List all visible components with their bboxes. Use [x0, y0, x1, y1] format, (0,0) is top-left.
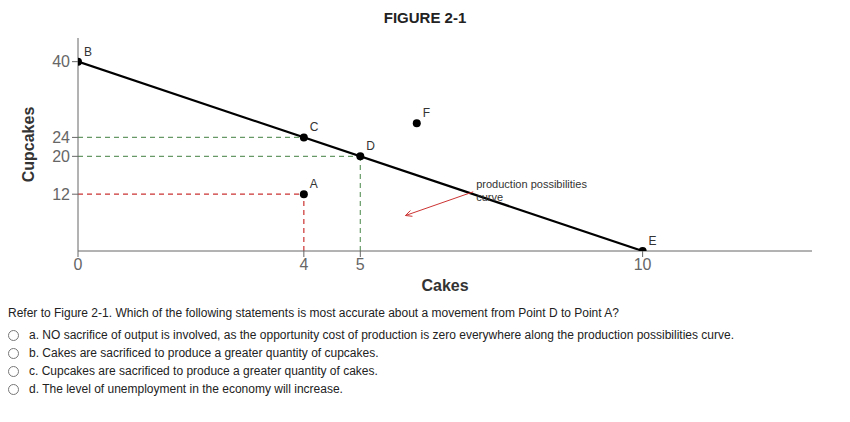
- svg-text:0: 0: [74, 256, 83, 273]
- svg-text:A: A: [310, 177, 318, 191]
- svg-text:40: 40: [52, 53, 70, 70]
- svg-text:C: C: [310, 120, 319, 134]
- svg-text:F: F: [423, 106, 430, 120]
- svg-text:E: E: [649, 234, 657, 248]
- svg-text:D: D: [366, 139, 375, 153]
- svg-text:10: 10: [634, 256, 652, 273]
- svg-text:B: B: [84, 45, 92, 59]
- svg-text:Cupcakes: Cupcakes: [20, 107, 37, 183]
- svg-text:24: 24: [52, 129, 70, 146]
- html-text:Refer to Figure 2-1. Which of: Refer to Figure 2-1. Which of the follow…: [8, 306, 619, 320]
- svg-text:20: 20: [52, 148, 70, 165]
- html-text:c. Cupcakes are sacrificed to: c. Cupcakes are sacrificed to produce a …: [29, 364, 378, 378]
- svg-text:12: 12: [52, 186, 70, 203]
- html-text:d. The level of unemployment i: d. The level of unemployment in the econ…: [29, 382, 343, 396]
- html-text:FIGURE 2-1: FIGURE 2-1: [383, 9, 467, 26]
- html-text:b. Cakes are sacrificed to pro: b. Cakes are sacrificed to produce a gre…: [29, 346, 379, 360]
- svg-text:Cakes: Cakes: [421, 277, 468, 294]
- svg-text:5: 5: [356, 256, 365, 273]
- svg-text:4: 4: [299, 256, 308, 273]
- svg-text:production possibilitiescurve: production possibilitiescurve: [476, 178, 587, 203]
- html-text:a. NO sacrifice of output is i: a. NO sacrifice of output is involved, a…: [29, 328, 734, 342]
